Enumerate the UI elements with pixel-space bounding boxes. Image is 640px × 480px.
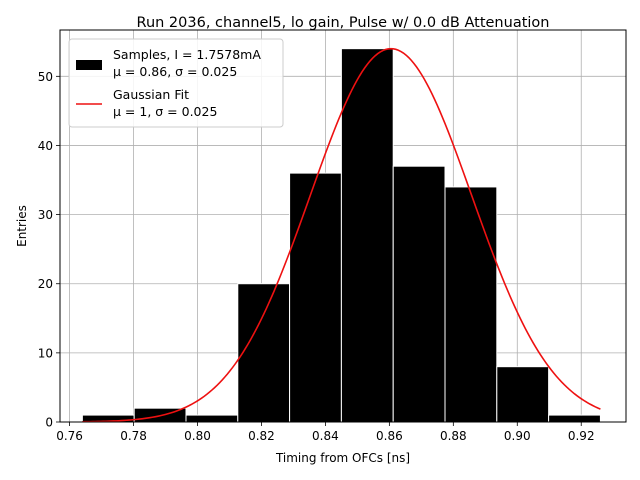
y-tick-label: 30 [38,208,53,222]
histogram-bar [444,186,498,423]
histogram-bar [496,366,550,423]
histogram-bars [81,48,601,423]
y-axis-ticks: 0 10 20 30 40 50 [38,70,60,430]
x-axis-label: Timing from OFCs [ns] [275,451,410,465]
y-tick-label: 10 [38,346,53,360]
histogram-bar [548,414,601,423]
legend-histogram-label-line1: Samples, I = 1.7578mA [113,47,261,62]
histogram-bar [340,48,394,423]
histogram-bar [392,165,446,423]
y-tick-label: 50 [38,70,53,84]
x-tick-label: 0.82 [248,429,275,443]
plot-frame [59,29,627,423]
legend-frame [68,38,284,128]
gaussian-fit-line [82,47,601,423]
x-tick-label: 0.86 [376,429,403,443]
histogram-bar [289,172,342,423]
histogram-bar [185,414,239,423]
legend: Samples, I = 1.7578mA μ = 0.86, σ = 0.02… [68,38,284,128]
y-tick-label: 20 [38,277,53,291]
y-axis-label: Entries [15,205,29,247]
x-axis-ticks: 0.76 0.78 0.80 0.82 0.84 0.86 0.88 0.90 0.92 [56,422,595,443]
x-tick-label: 0.78 [120,429,147,443]
chart-title: Run 2036, channel5, lo gain, Pulse w/ 0.… [137,15,550,31]
x-tick-label: 0.76 [56,429,83,443]
legend-histogram-label-line2: μ = 0.86, σ = 0.025 [113,64,237,79]
x-tick-label: 0.80 [184,429,211,443]
legend-fit-label-line1: Gaussian Fit [113,87,189,102]
legend-fit-label-line2: μ = 1, σ = 0.025 [113,104,217,119]
x-tick-label: 0.88 [440,429,467,443]
y-tick-label: 0 [45,416,53,430]
legend-histogram-swatch [76,60,102,70]
histogram-bar [237,283,291,423]
x-tick-label: 0.92 [568,429,595,443]
x-tick-label: 0.84 [312,429,339,443]
y-tick-label: 40 [38,139,53,153]
x-tick-label: 0.90 [504,429,531,443]
